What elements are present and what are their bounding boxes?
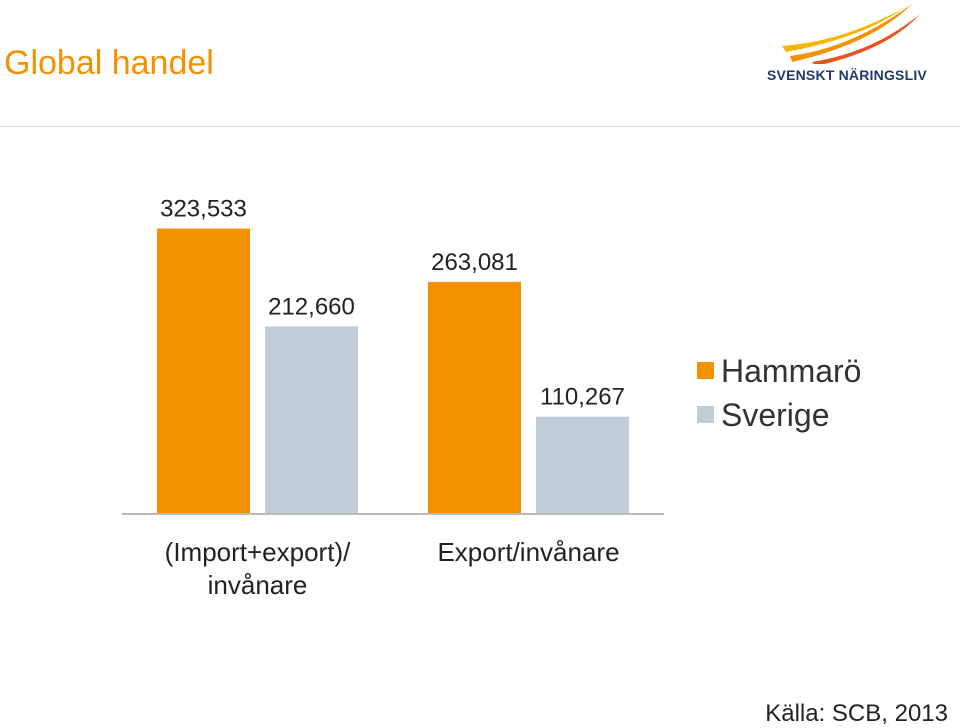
flame-logo-icon — [782, 4, 920, 64]
bar-hammaro-0 — [157, 228, 250, 514]
header-divider — [0, 126, 960, 127]
legend-label-sverige: Sverige — [721, 397, 830, 433]
data-label-sverige-1: 110,267 — [540, 384, 625, 411]
legend-swatch-sverige — [697, 406, 714, 423]
legend-label-hammaro: Hammarö — [721, 353, 862, 389]
category-label-1: Export/invånare — [437, 537, 619, 567]
svenskt-naringsliv-logo: SVENSKT NÄRINGSLIV — [762, 0, 942, 90]
bar-chart: 323,533 263,081 212,660 110,267 (Import+exp… — [122, 196, 664, 600]
bar-hammaro-1 — [428, 281, 521, 514]
bar-sverige-0 — [265, 326, 358, 514]
category-label-0: (Import+export)/invånare — [165, 537, 351, 600]
data-label-hammaro-1: 263,081 — [431, 249, 518, 276]
legend-swatch-hammaro — [697, 362, 714, 379]
logo-text: SVENSKT NÄRINGSLIV — [767, 67, 927, 83]
page-title: Global handel — [4, 44, 214, 82]
data-label-hammaro-0: 323,533 — [160, 196, 247, 223]
bar-sverige-1 — [536, 416, 629, 514]
source-note: Källa: SCB, 2013 — [765, 700, 948, 727]
data-label-sverige-0: 212,660 — [268, 293, 355, 320]
